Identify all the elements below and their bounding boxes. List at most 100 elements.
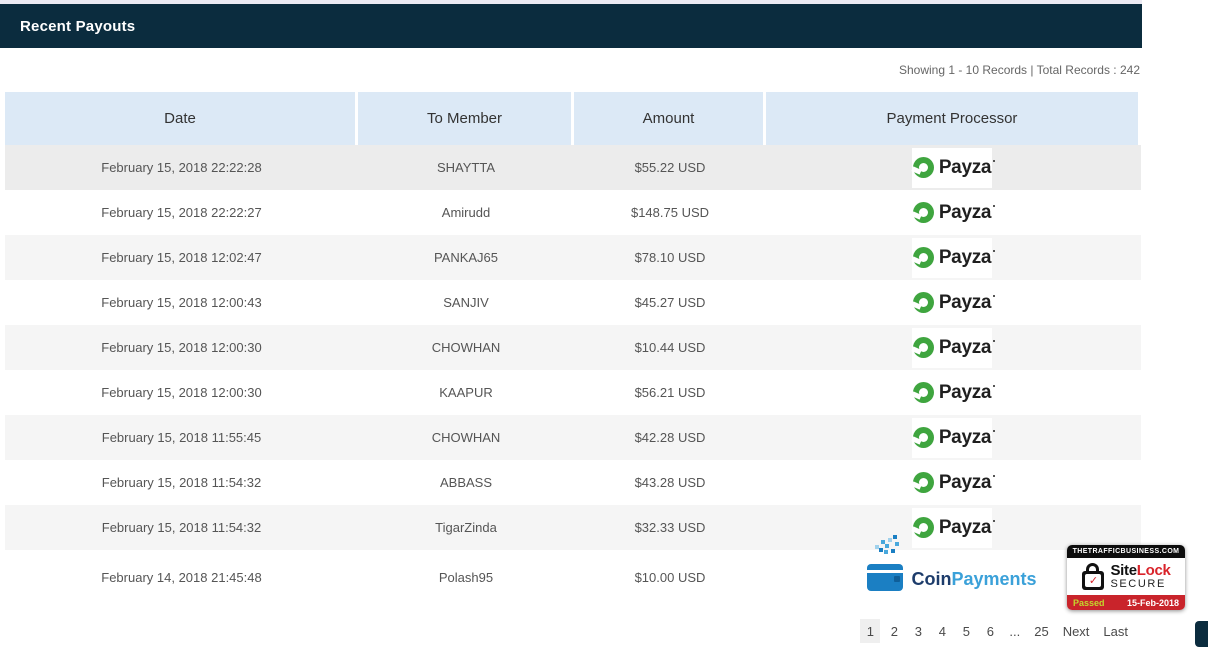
coinpayments-wordmark: CoinPayments xyxy=(911,569,1037,589)
payout-processor-cell: Payza xyxy=(766,415,1138,460)
payza-wordmark: Payza xyxy=(938,381,996,403)
table-row: February 15, 2018 12:00:43 SANJIV $45.27 U… xyxy=(5,280,1141,325)
sitelock-site-name-bar: THETRAFFICBUSINESS.COM xyxy=(1067,545,1185,558)
sitelock-brand-row: ✓ SiteLock SECURE xyxy=(1067,558,1185,595)
pagination-ellipsis: ... xyxy=(1009,623,1021,639)
payza-wordmark: Payza xyxy=(938,516,996,538)
payout-amount: $45.27 USD xyxy=(634,295,706,310)
table-row: February 15, 2018 22:22:28 SHAYTTA $55.22 … xyxy=(5,145,1141,190)
payout-amount: $10.44 USD xyxy=(634,340,706,355)
lock-icon: ✓ xyxy=(1081,562,1105,591)
sitelock-passed-label: Passed xyxy=(1073,597,1105,608)
payout-member: SANJIV xyxy=(443,295,489,310)
payout-amount: $43.28 USD xyxy=(634,475,706,490)
payout-member: TigarZinda xyxy=(435,520,497,535)
coinpayments-coins-icon xyxy=(879,548,884,552)
payout-processor-cell: Payza xyxy=(766,505,1138,550)
payza-wordmark: Payza xyxy=(938,201,996,223)
payout-amount: $10.00 USD xyxy=(634,570,706,585)
payout-member: PANKAJ65 xyxy=(433,250,499,265)
payout-date: February 14, 2018 21:45:48 xyxy=(101,570,262,585)
payout-processor-cell: Payza xyxy=(766,280,1138,325)
table-row: February 15, 2018 11:54:32 TigarZinda $32.… xyxy=(5,505,1141,550)
table-row: February 15, 2018 22:22:27 Amirudd $148.75… xyxy=(5,190,1141,235)
sitelock-scan-date: 15-Feb-2018 xyxy=(1126,597,1179,608)
payza-icon xyxy=(912,157,934,178)
payza-logo: Payza xyxy=(912,462,996,503)
payout-date: February 15, 2018 12:00:43 xyxy=(101,295,262,310)
records-summary-row: Showing 1 - 10 Records | Total Records :… xyxy=(0,48,1142,92)
payout-amount: $148.75 USD xyxy=(630,205,710,220)
pagination-page-6[interactable]: 6 xyxy=(986,623,994,639)
payout-processor-cell: Payza xyxy=(766,460,1138,505)
payza-logo: Payza xyxy=(912,507,996,548)
sitelock-site-name: THETRAFFICBUSINESS.COM xyxy=(1072,548,1180,555)
pagination-page-2[interactable]: 2 xyxy=(890,623,898,639)
table-row: February 15, 2018 11:55:45 CHOWHAN $42.28 … xyxy=(5,415,1141,460)
table-header-row: Date To Member Amount Payment Processor xyxy=(5,92,1141,145)
payza-wordmark: Payza xyxy=(938,336,996,358)
payza-icon xyxy=(912,247,934,268)
payout-date: February 15, 2018 22:22:28 xyxy=(101,160,262,175)
top-strip xyxy=(0,0,1142,4)
payout-member: ABBASS xyxy=(439,475,493,490)
table-row: February 14, 2018 21:45:48 Polash95 $10.00… xyxy=(5,548,1141,605)
payouts-table: Date To Member Amount Payment Processor Feb… xyxy=(5,92,1141,605)
payout-date: February 15, 2018 22:22:27 xyxy=(101,205,262,220)
table-row: February 15, 2018 12:00:30 CHOWHAN $10.44 … xyxy=(5,325,1141,370)
payza-wordmark: Payza xyxy=(938,246,996,268)
payza-wordmark: Payza xyxy=(938,156,996,178)
payza-wordmark: Payza xyxy=(938,426,996,448)
payout-processor-cell: Payza xyxy=(766,235,1138,280)
panel-header: Recent Payouts xyxy=(0,4,1142,48)
pagination-last[interactable]: Last xyxy=(1103,623,1128,639)
sitelock-badge[interactable]: THETRAFFICBUSINESS.COM ✓ SiteLock SECURE… xyxy=(1067,545,1185,610)
column-header: Payment Processor xyxy=(766,92,1138,145)
payza-icon xyxy=(912,472,934,493)
payout-date: February 15, 2018 12:00:30 xyxy=(101,385,262,400)
table-row: February 15, 2018 12:00:30 KAAPUR $56.21 U… xyxy=(5,370,1141,415)
pagination-page-4[interactable]: 4 xyxy=(938,623,946,639)
pagination-page-1[interactable]: 1 xyxy=(860,619,881,643)
payout-amount: $56.21 USD xyxy=(634,385,706,400)
payza-icon xyxy=(912,427,934,448)
payza-logo: Payza xyxy=(912,372,996,413)
column-header: Date xyxy=(5,92,358,145)
payout-amount: $42.28 USD xyxy=(634,430,706,445)
payout-processor-cell: CoinPayments xyxy=(766,548,1138,605)
scroll-top-button[interactable] xyxy=(1195,621,1208,647)
table-body: February 15, 2018 22:22:28 SHAYTTA $55.22 … xyxy=(5,145,1141,605)
payout-date: February 15, 2018 12:02:47 xyxy=(101,250,262,265)
records-summary: Showing 1 - 10 Records | Total Records :… xyxy=(898,63,1140,77)
payout-date: February 15, 2018 12:00:30 xyxy=(101,340,262,355)
coinpayments-logo: CoinPayments xyxy=(867,548,1037,591)
column-header: To Member xyxy=(358,92,574,145)
pagination-page-25[interactable]: 25 xyxy=(1034,623,1049,639)
sitelock-brand-site: Site xyxy=(1110,562,1137,579)
payout-date: February 15, 2018 11:54:32 xyxy=(101,520,262,535)
payout-member: Polash95 xyxy=(438,570,494,585)
table-row: February 15, 2018 12:02:47 PANKAJ65 $78.10… xyxy=(5,235,1141,280)
payza-logo: Payza xyxy=(912,282,996,323)
payza-logo: Payza xyxy=(912,417,996,458)
pagination-page-3[interactable]: 3 xyxy=(914,623,922,639)
payza-wordmark: Payza xyxy=(938,291,996,313)
payout-amount: $78.10 USD xyxy=(634,250,706,265)
payza-icon xyxy=(912,337,934,358)
payout-member: CHOWHAN xyxy=(431,430,501,445)
payout-processor-cell: Payza xyxy=(766,370,1138,415)
payza-logo: Payza xyxy=(912,237,996,278)
payout-amount: $32.33 USD xyxy=(634,520,706,535)
pagination-page-5[interactable]: 5 xyxy=(962,623,970,639)
payza-icon xyxy=(912,517,934,538)
payout-member: CHOWHAN xyxy=(431,340,501,355)
pagination-next[interactable]: Next xyxy=(1062,623,1090,639)
payza-wordmark: Payza xyxy=(938,471,996,493)
payza-logo: Payza xyxy=(912,327,996,368)
sitelock-status-bar: Passed 15-Feb-2018 xyxy=(1067,595,1185,610)
coinpayments-wallet-icon xyxy=(867,548,904,591)
payza-logo: Payza xyxy=(912,147,996,188)
pagination: 1 2 3 4 5 6... 25 Next Last xyxy=(0,619,1133,643)
table-row: February 15, 2018 11:54:32 ABBASS $43.28 U… xyxy=(5,460,1141,505)
